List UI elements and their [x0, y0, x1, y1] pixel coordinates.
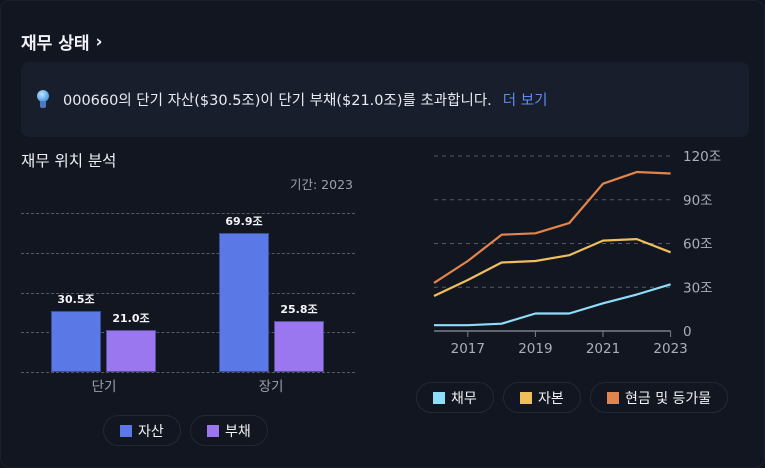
bar-chart: 30.5조 21.0조 69.9조 25.8조: [21, 213, 355, 373]
bar-부채[interactable]: [274, 321, 324, 372]
grid-line: [21, 372, 355, 373]
x-tick-label: 2019: [518, 341, 552, 357]
bar-value-label: 21.0조: [112, 310, 149, 326]
period-label: 기간: 2023: [290, 174, 353, 193]
section-title-link[interactable]: 재무 상태 ›: [21, 29, 103, 54]
see-more-link[interactable]: 더 보기: [503, 89, 548, 110]
y-tick-label: 90조: [683, 193, 713, 209]
chevron-right-icon: ›: [95, 32, 102, 52]
legend-label: 현금 및 등가물: [625, 388, 711, 408]
bar-자산[interactable]: [51, 311, 101, 372]
x-tick-label: 2023: [653, 341, 687, 357]
legend-label: 부채: [225, 421, 251, 441]
grid-line: [21, 213, 355, 214]
bar-자산[interactable]: [219, 233, 269, 372]
financial-status-card: 재무 상태 › 000660의 단기 자산($30.5조)이 단기 부채($21…: [0, 0, 765, 468]
legend-item-debt[interactable]: 채무: [416, 382, 494, 413]
legend-swatch: [207, 425, 219, 437]
x-tick-label: 2017: [451, 341, 485, 357]
bar-value-label: 25.8조: [280, 301, 317, 317]
bar-value-label: 30.5조: [57, 291, 94, 307]
line-chart: 0 30조 60조 90조 120조 2017 2019 2021 2023: [421, 141, 765, 366]
insight-text: 000660의 단기 자산($30.5조)이 단기 부채($21.0조)를 초과…: [63, 89, 492, 110]
category-label-long-term: 장기: [259, 375, 284, 395]
legend-swatch: [520, 392, 532, 404]
bar-value-label: 69.9조: [225, 213, 262, 229]
lightbulb-icon: [35, 90, 51, 110]
legend-label: 채무: [451, 388, 477, 408]
insight-banner: 000660의 단기 자산($30.5조)이 단기 부채($21.0조)를 초과…: [21, 62, 749, 137]
section-title: 재무 상태: [21, 29, 89, 54]
y-tick-label: 120조: [683, 149, 721, 165]
y-tick-label: 30조: [683, 280, 713, 296]
x-tick-label: 2021: [586, 341, 620, 357]
y-tick-label: 60조: [683, 237, 713, 253]
legend-swatch: [120, 425, 132, 437]
line-series-현금 및 등가물[interactable]: [434, 172, 671, 283]
legend-label: 자산: [138, 421, 164, 441]
legend-item-liabilities[interactable]: 부채: [190, 415, 268, 446]
y-tick-label: 0: [683, 324, 692, 340]
category-label-short-term: 단기: [92, 375, 117, 395]
bar-부채[interactable]: [106, 330, 156, 372]
legend-label: 자본: [538, 388, 564, 408]
legend-item-equity[interactable]: 자본: [503, 382, 581, 413]
legend-swatch: [433, 392, 445, 404]
legend-swatch: [607, 392, 619, 404]
legend-item-cash[interactable]: 현금 및 등가물: [590, 382, 728, 413]
legend-item-assets[interactable]: 자산: [103, 415, 181, 446]
position-analysis-title: 재무 위치 분석: [21, 149, 116, 171]
line-series-채무[interactable]: [434, 284, 671, 325]
grid-line: [21, 253, 355, 254]
